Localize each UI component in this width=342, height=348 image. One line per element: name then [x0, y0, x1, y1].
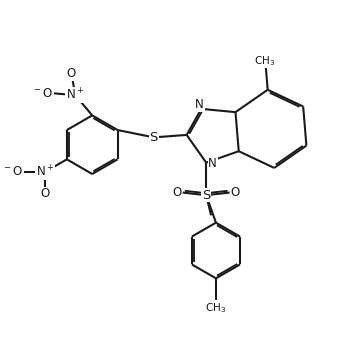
Text: $^-$O: $^-$O — [32, 87, 53, 100]
Text: CH$_3$: CH$_3$ — [205, 301, 226, 315]
Text: N: N — [195, 98, 204, 111]
Text: O: O — [231, 186, 240, 199]
Text: O: O — [67, 67, 76, 80]
Text: N$^+$: N$^+$ — [36, 164, 54, 180]
Text: S: S — [202, 189, 210, 201]
Text: N$^+$: N$^+$ — [66, 88, 84, 103]
Text: S: S — [149, 131, 158, 144]
Text: O: O — [172, 186, 182, 199]
Text: $^-$O: $^-$O — [2, 165, 23, 178]
Text: N: N — [208, 157, 217, 170]
Text: CH$_3$: CH$_3$ — [254, 54, 276, 68]
Text: O: O — [41, 187, 50, 200]
